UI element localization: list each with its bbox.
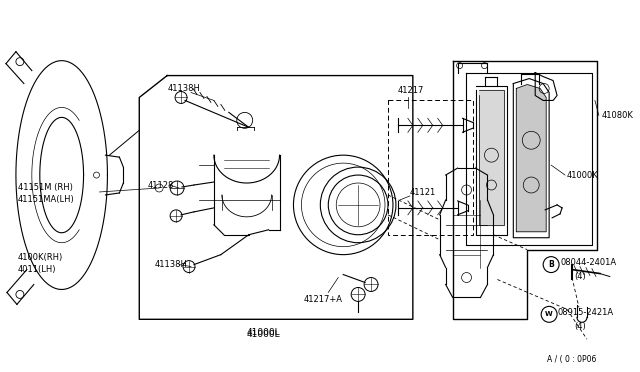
Text: 41138H: 41138H xyxy=(154,260,187,269)
Text: 41217+A: 41217+A xyxy=(303,295,342,304)
Text: 41151M (RH): 41151M (RH) xyxy=(18,183,73,192)
Bar xyxy=(388,100,472,235)
Text: W: W xyxy=(545,311,553,317)
Text: 41128: 41128 xyxy=(147,180,173,189)
Text: 41000L: 41000L xyxy=(247,330,280,339)
Text: 41217: 41217 xyxy=(398,86,424,95)
Text: 41121: 41121 xyxy=(410,189,436,198)
Polygon shape xyxy=(479,90,504,225)
Text: 41138H: 41138H xyxy=(167,84,200,93)
Text: 4011(LH): 4011(LH) xyxy=(18,265,56,274)
Text: 41000L: 41000L xyxy=(247,328,280,337)
Text: 41000K: 41000K xyxy=(567,170,599,180)
Text: 4100K(RH): 4100K(RH) xyxy=(18,253,63,262)
Text: (4): (4) xyxy=(574,272,586,281)
Polygon shape xyxy=(516,84,546,232)
Text: 08915-2421A: 08915-2421A xyxy=(557,308,613,317)
Text: 41151MA(LH): 41151MA(LH) xyxy=(18,195,75,205)
Text: 41080K: 41080K xyxy=(602,111,634,120)
Text: 08044-2401A: 08044-2401A xyxy=(560,258,616,267)
Text: (4): (4) xyxy=(574,322,586,331)
Text: B: B xyxy=(548,260,554,269)
Text: A / ( 0 : 0P06: A / ( 0 : 0P06 xyxy=(547,355,596,363)
